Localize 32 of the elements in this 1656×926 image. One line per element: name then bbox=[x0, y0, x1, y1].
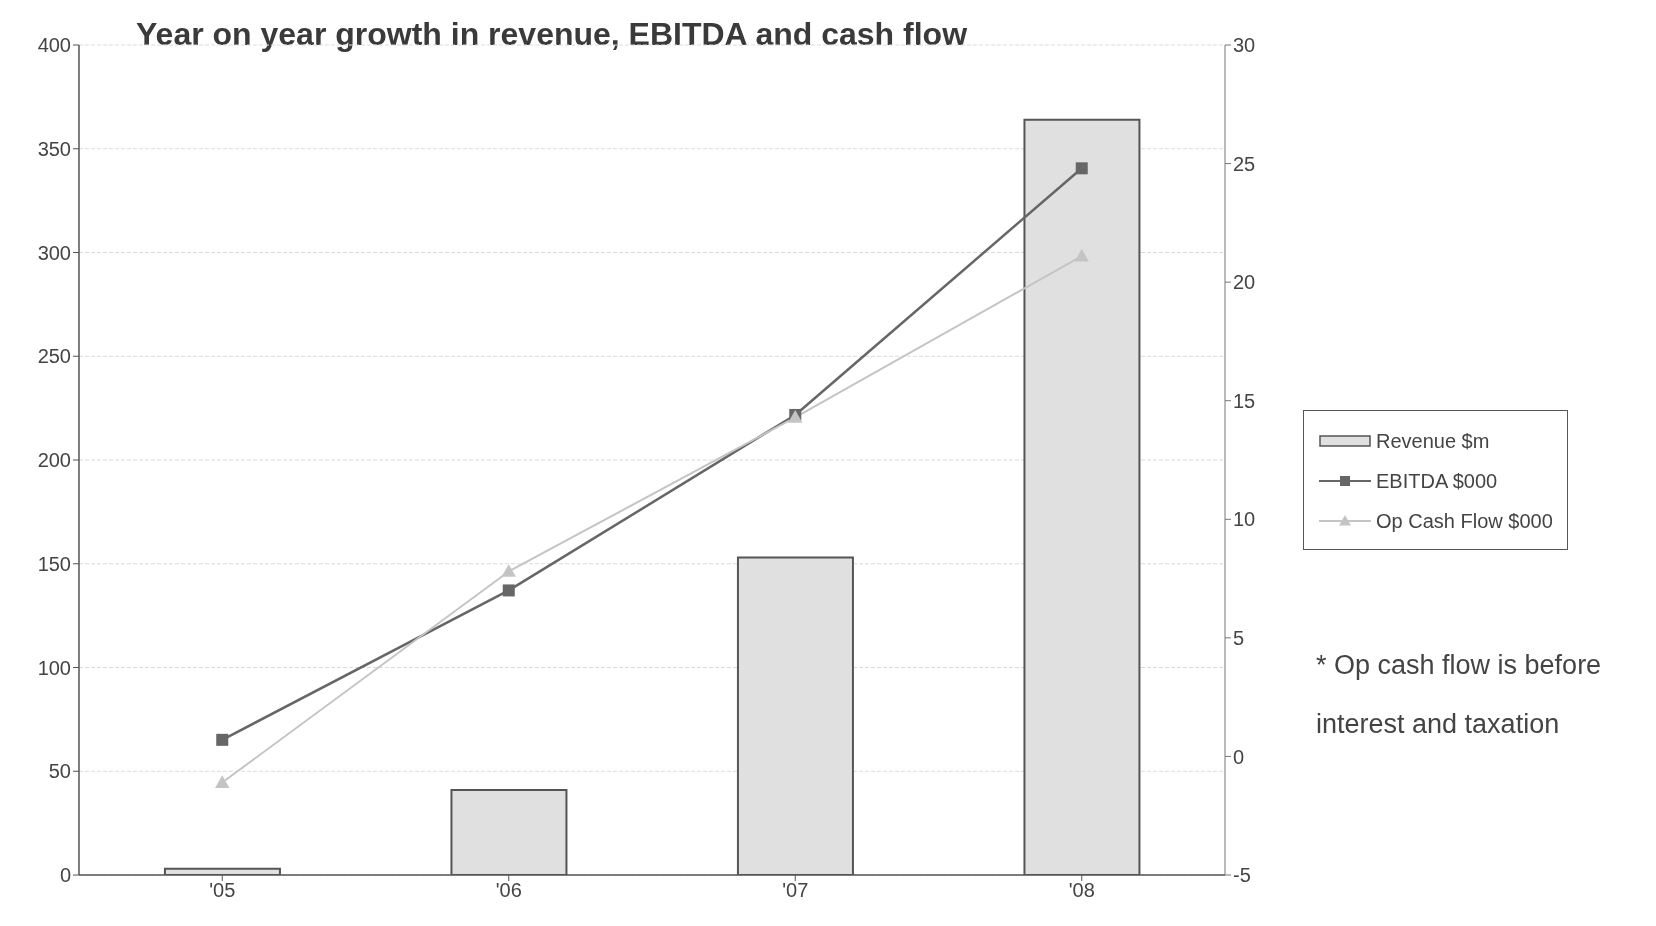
x-tick-label: '06 bbox=[495, 879, 522, 902]
point bbox=[215, 775, 230, 788]
legend-label: EBITDA $000 bbox=[1376, 469, 1498, 493]
x-tick-label: '05 bbox=[209, 879, 236, 902]
y-tick-label: 250 bbox=[37, 345, 71, 368]
y2-tick-label: 20 bbox=[1233, 271, 1256, 294]
y-tick-label: 50 bbox=[48, 760, 71, 783]
y-tick-label: 0 bbox=[59, 864, 71, 887]
x-tick-label: '08 bbox=[1068, 879, 1095, 902]
chart-title: Year on year growth in revenue, EBITDA and cash flow bbox=[136, 16, 968, 53]
y-tick-label: 300 bbox=[37, 241, 71, 264]
y-tick-label: 400 bbox=[37, 34, 71, 57]
y-tick-label: 100 bbox=[37, 656, 71, 679]
y2-tick-label: -5 bbox=[1233, 864, 1251, 887]
y2-tick-label: 30 bbox=[1233, 34, 1256, 57]
y-tick-label: 200 bbox=[37, 449, 71, 472]
point bbox=[1075, 162, 1088, 175]
y2-tick-label: 0 bbox=[1233, 745, 1245, 768]
y-tick-label: 350 bbox=[37, 137, 71, 160]
point bbox=[502, 584, 515, 597]
point bbox=[216, 733, 229, 746]
text: * Op cash flow is before interest and taxation bbox=[1316, 649, 1603, 741]
x-tick-label: '07 bbox=[782, 879, 809, 902]
legend-label: Revenue $m bbox=[1376, 429, 1490, 453]
y2-tick-label: 5 bbox=[1233, 626, 1245, 649]
y-tick-label: 150 bbox=[37, 552, 71, 575]
y2-tick-label: 15 bbox=[1233, 389, 1256, 412]
point bbox=[1074, 248, 1089, 262]
point bbox=[501, 564, 516, 577]
y2-tick-label: 10 bbox=[1233, 508, 1256, 531]
legend-label: Op Cash Flow $000 bbox=[1376, 509, 1553, 533]
y2-tick-label: 25 bbox=[1233, 152, 1256, 175]
